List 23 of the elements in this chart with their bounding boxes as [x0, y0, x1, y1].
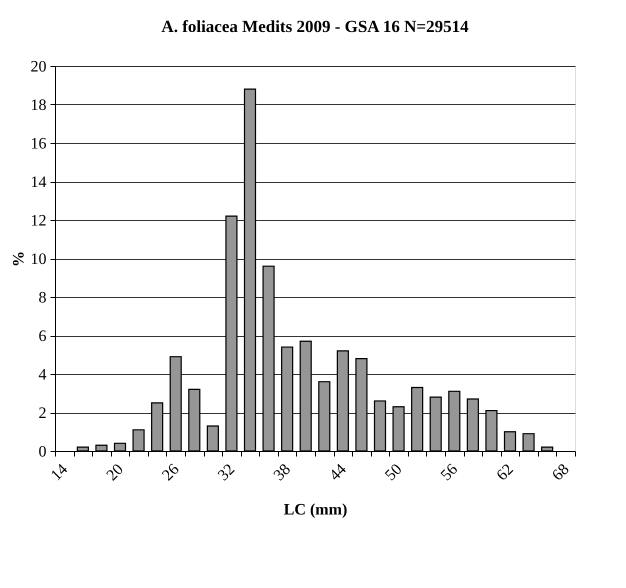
y-tick-label: 16	[30, 136, 46, 152]
x-tick-label: 20	[104, 460, 127, 484]
x-tick-label: 32	[214, 460, 238, 484]
y-tick-label: 0	[38, 444, 46, 460]
y-tick-label: 6	[38, 328, 46, 345]
y-tick-label: 18	[30, 97, 46, 114]
x-axis-title: LC (mm)	[284, 501, 348, 518]
y-tick-label: 8	[38, 290, 46, 306]
chart-title: A. foliacea Medits 2009 - GSA 16 N=29514	[161, 17, 470, 36]
y-tick-label: 14	[30, 174, 46, 191]
x-tick-label: 50	[382, 460, 406, 484]
y-tick-label: 4	[38, 366, 46, 384]
x-tick-label: 62	[494, 460, 517, 484]
y-tick-label: 2	[38, 405, 46, 422]
x-tick-label: 56	[438, 460, 462, 484]
y-tick-label: 20	[30, 58, 46, 76]
x-tick-label: 44	[326, 460, 350, 484]
x-tick-label: 26	[159, 460, 183, 484]
x-tick-label: 68	[549, 460, 573, 484]
y-axis-title: %	[10, 251, 28, 267]
y-tick-label: 12	[30, 212, 46, 230]
x-tick-label: 38	[270, 460, 294, 484]
y-tick-label: 10	[30, 251, 46, 268]
